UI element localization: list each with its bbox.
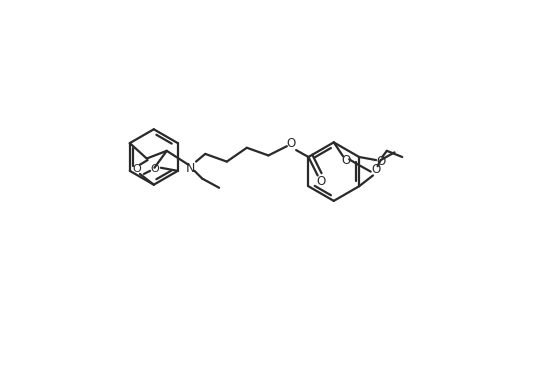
Text: O: O [287, 137, 296, 150]
Text: O: O [150, 164, 159, 174]
Text: O: O [371, 163, 381, 176]
Text: O: O [342, 154, 351, 167]
Text: N: N [186, 162, 195, 175]
Text: O: O [316, 175, 325, 188]
Text: O: O [376, 155, 385, 168]
Text: O: O [133, 164, 141, 173]
